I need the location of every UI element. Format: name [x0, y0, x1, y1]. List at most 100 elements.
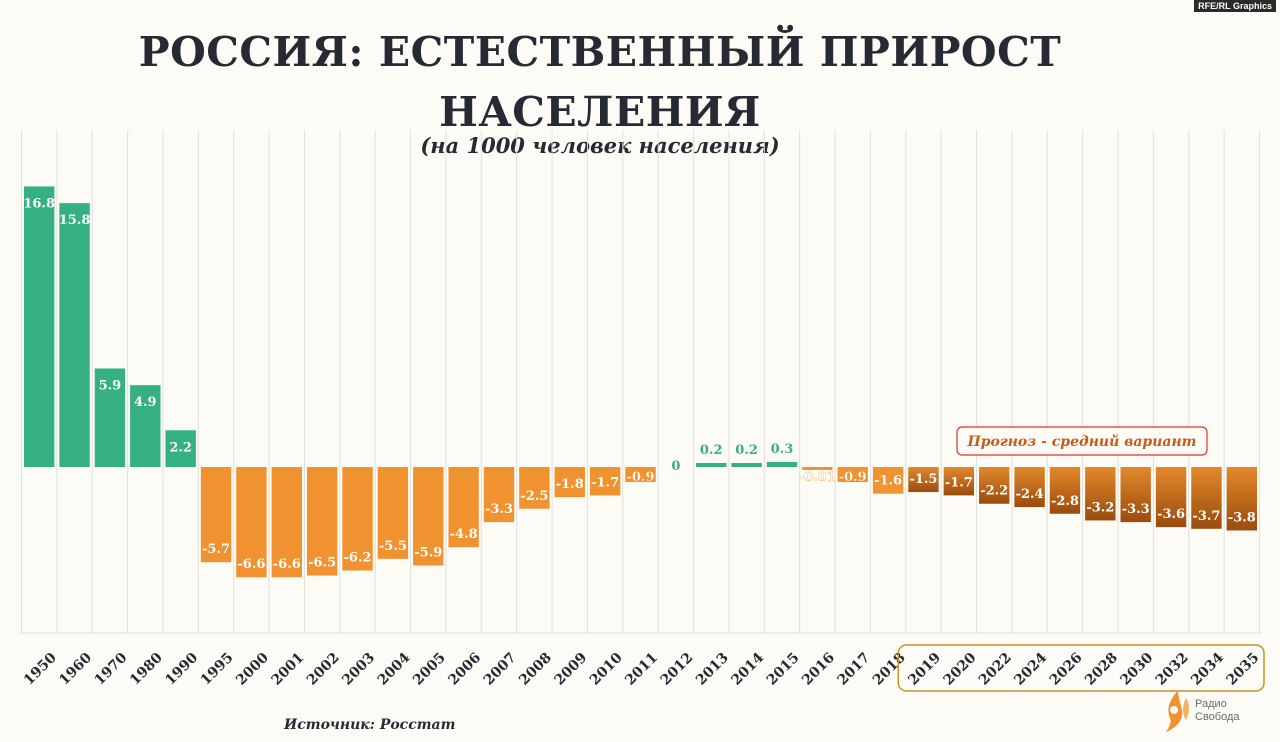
data-label-2026: -2.8 [1051, 494, 1079, 509]
bar-2034 [1191, 467, 1222, 529]
data-label-2032: -3.6 [1157, 507, 1185, 522]
data-label-2011: -0.9 [626, 470, 654, 485]
tick-label-2035: 2035 [1224, 650, 1263, 689]
bar-2002 [306, 467, 338, 576]
bar-2003 [342, 467, 373, 571]
tick-label-2014: 2014 [728, 650, 767, 689]
forecast-period-frame [897, 644, 1265, 692]
data-label-2006: -4.8 [450, 527, 478, 542]
bar-2013 [696, 463, 727, 467]
data-label-2001: -6.6 [273, 557, 301, 572]
bar-2026 [1049, 467, 1081, 514]
data-label-2017: -0.9 [839, 470, 867, 485]
bar-2032 [1155, 467, 1187, 528]
forecast-label: Прогноз - средний вариант [967, 433, 1197, 450]
bar-2019 [908, 467, 939, 493]
data-label-2035: -3.8 [1228, 510, 1256, 525]
bar-2006 [448, 467, 479, 548]
data-label-2014: 0.2 [735, 443, 758, 458]
data-label-1995: -5.7 [202, 542, 230, 557]
bar-2020 [943, 467, 975, 496]
data-label-2004: -5.5 [379, 539, 407, 554]
tick-label-2002: 2002 [304, 650, 343, 689]
bar-2016 [802, 467, 833, 470]
tick-label-1970: 1970 [92, 650, 131, 689]
source-note: Источник: Росстат [284, 717, 456, 733]
tick-label-1995: 1995 [198, 650, 237, 689]
tick-label-2019: 2019 [905, 650, 944, 689]
logo-text-line1: Радио [1195, 698, 1227, 710]
data-label-2018: -1.6 [874, 474, 902, 489]
tick-label-2003: 2003 [339, 650, 378, 689]
tick-label-2012: 2012 [658, 650, 697, 689]
data-label-2028: -3.2 [1086, 500, 1114, 515]
chart-title: РОССИЯ: ЕСТЕСТВЕННЫЙ ПРИРОСТ НАСЕЛЕНИЯ [138, 28, 1062, 136]
data-labels: 16.8 15.8 5.9 4.9 2.2 -5.7 -6.6 -6.6 -6.5 -6.2 -5.… [23, 196, 1255, 572]
bar-2035 [1226, 467, 1257, 531]
tick-label-2016: 2016 [799, 650, 838, 689]
tick-label-2032: 2032 [1153, 650, 1192, 689]
forecast-label-box [956, 426, 1208, 456]
tick-label-2004: 2004 [375, 650, 414, 689]
radio-svoboda-logo: Радио Свобода [1160, 688, 1270, 738]
tick-label-2011: 2011 [622, 650, 661, 689]
data-label-1950: 16.8 [23, 196, 55, 211]
bar-2009 [554, 467, 585, 498]
tick-label-2034: 2034 [1188, 650, 1227, 689]
tick-label-2005: 2005 [410, 650, 449, 689]
data-label-1980: 4.9 [134, 395, 157, 410]
bar-1995 [200, 467, 232, 563]
tick-label-2024: 2024 [1011, 650, 1050, 689]
tick-label-2022: 2022 [976, 650, 1015, 689]
data-label-2005: -5.9 [414, 546, 442, 561]
x-tick-labels: 1950196019701980199019952000200120022003… [21, 650, 1262, 689]
tick-label-2015: 2015 [764, 650, 803, 689]
tick-label-2018: 2018 [870, 650, 909, 689]
tick-label-2020: 2020 [941, 650, 980, 689]
data-label-1990: 2.2 [169, 440, 192, 455]
logo-text-line2: Свобода [1195, 711, 1240, 723]
forecast-annotation: Прогноз - средний вариант [897, 426, 1265, 692]
tick-label-1950: 1950 [21, 650, 60, 689]
data-label-2002: -6.5 [308, 556, 336, 571]
tick-label-2001: 2001 [269, 650, 308, 689]
bar-2000 [236, 467, 267, 578]
data-label-2010: -1.7 [591, 475, 619, 490]
data-label-1960: 15.8 [59, 213, 91, 228]
tick-label-2006: 2006 [445, 650, 484, 689]
bar-2022 [979, 467, 1010, 504]
data-label-2003: -6.2 [344, 551, 372, 566]
tick-label-1960: 1960 [56, 650, 95, 689]
data-label-2019: -1.5 [909, 472, 937, 487]
bar-2018 [872, 467, 904, 494]
bar-1950 [24, 186, 55, 467]
bar-2008 [519, 467, 550, 509]
data-label-2022: -2.2 [980, 484, 1008, 499]
data-label-2009: -1.8 [556, 477, 584, 492]
data-label-2000: -6.6 [237, 557, 265, 572]
tick-label-2030: 2030 [1117, 650, 1156, 689]
graphics-credit: RFE/RL Graphics [1194, 0, 1276, 12]
bar-2007 [483, 467, 515, 523]
bar-2014 [731, 463, 762, 467]
bars [24, 186, 1257, 578]
data-label-2012: 0 [671, 459, 680, 474]
chart-subtitle: (на 1000 человек населения) [420, 133, 780, 158]
tick-label-1990: 1990 [162, 650, 201, 689]
bar-1980 [130, 385, 161, 467]
bar-2024 [1014, 467, 1045, 508]
bar-2017 [837, 467, 868, 483]
bar-2011 [625, 467, 656, 483]
bar-2028 [1085, 467, 1116, 521]
data-label-2034: -3.7 [1192, 509, 1220, 524]
tick-label-2000: 2000 [233, 650, 272, 689]
tick-label-2007: 2007 [481, 650, 520, 689]
data-label-2015: 0.3 [771, 442, 794, 457]
bar-2015 [766, 461, 798, 467]
bar-2030 [1120, 467, 1151, 523]
bar-2010 [589, 467, 621, 496]
tick-label-2013: 2013 [693, 650, 732, 689]
bar-1970 [94, 368, 126, 467]
bar-2005 [413, 467, 444, 566]
data-label-2007: -3.3 [485, 502, 513, 517]
